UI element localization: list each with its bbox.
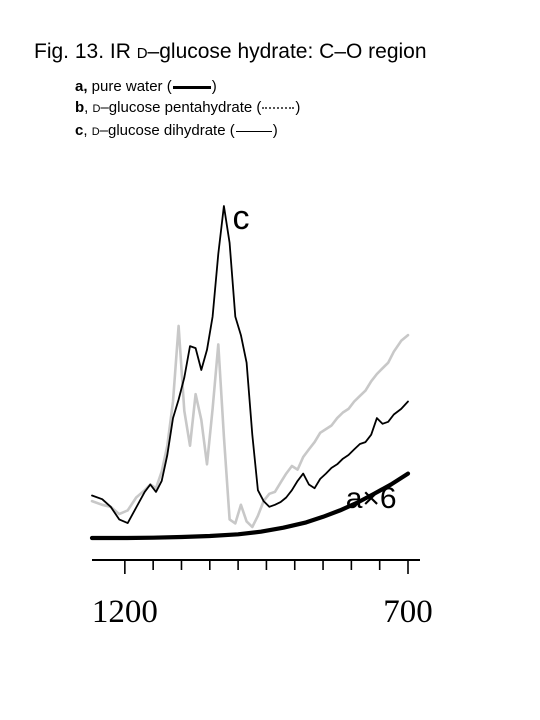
series-layer [89,205,411,541]
figure-title: Fig. 13. IR D–glucose hydrate: C–O regio… [34,40,427,64]
legend-swatch-c [235,130,272,132]
legend: a, pure water () b, D–glucose pentahydra… [75,76,300,143]
series-a-annotation: a×6 [346,482,397,515]
legend-text-b: –glucose pentahydrate ( [100,99,262,116]
legend-key-b: b [75,99,85,116]
x-tick-label: 700 [383,594,433,630]
legend-pre-a: pure water ( [87,78,172,95]
legend-pre-c: , [83,122,92,139]
series-a-line [89,471,411,541]
legend-post-a: ) [211,78,217,95]
series-b-line [90,324,410,529]
label-layer: 1200 700 c a×6 [92,199,433,630]
legend-entry-c: c, D–glucose dihydrate () [75,120,300,143]
series-c-line [91,205,409,524]
legend-d-c: D [91,126,100,138]
x-tick-label: 1200 [92,594,158,630]
legend-swatch-a [172,85,211,89]
legend-post-b: ) [295,99,301,116]
figure-title-d: D [136,45,148,62]
series-c-annotation: c [232,199,249,237]
legend-swatch-b [262,107,295,110]
x-axis [92,559,420,574]
legend-post-c: ) [272,122,278,139]
legend-entry-b: b, D–glucose pentahydrate () [75,97,300,120]
figure-title-post: –glucose hydrate: C–O region [147,40,427,63]
legend-text-c: –glucose dihydrate ( [99,122,235,139]
legend-key-c: c [75,122,84,139]
legend-pre-b: , [84,99,93,116]
legend-d-b: D [92,103,101,115]
legend-entry-a: a, pure water () [75,76,300,97]
figure-title-pre: Fig. 13. IR [34,40,137,63]
legend-key-a: a, [75,78,88,95]
